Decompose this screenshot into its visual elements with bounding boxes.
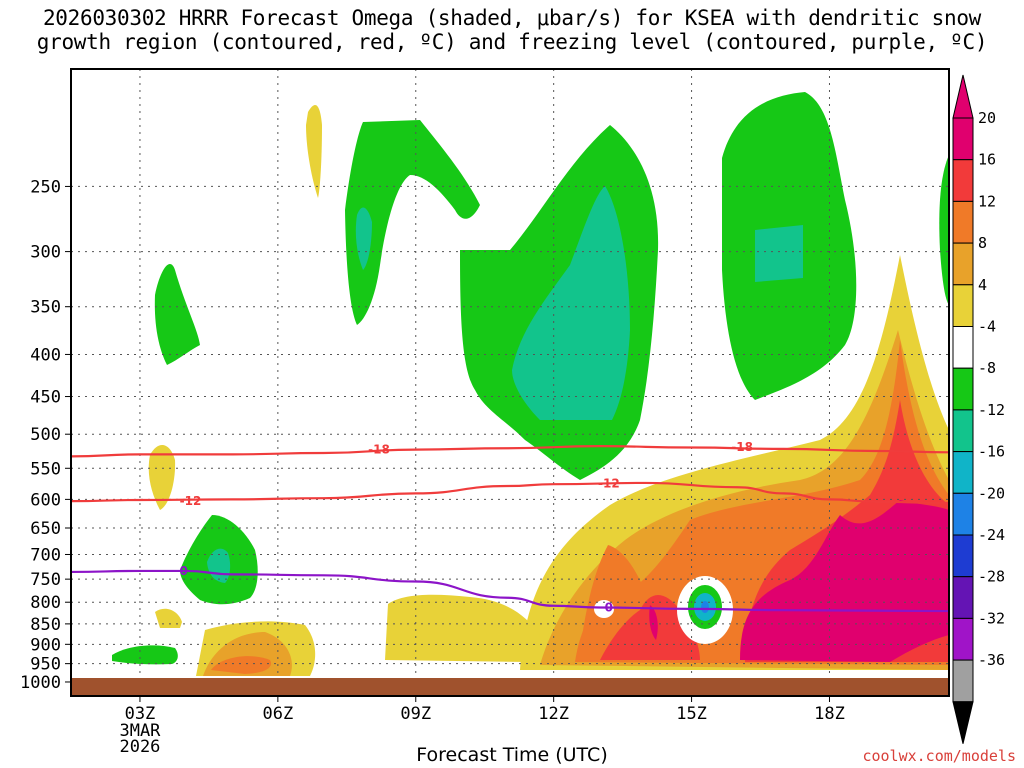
- y-tick-label-750: 750: [30, 570, 61, 590]
- colorbar: 20 16 12 8 4 -4 -8 -12 -16 -20 -24 -28 -32 -36: [952, 74, 1005, 744]
- ground-surface: [71, 678, 949, 696]
- colorbar-label-0: 20: [978, 109, 996, 127]
- descent-green-08z: [345, 120, 480, 325]
- x-tick-label-15Z: 15Z: [676, 704, 707, 724]
- colorbar-segment-11: [952, 576, 974, 619]
- colorbar-segment-1: [952, 159, 974, 202]
- colorbar-label-13: -36: [978, 651, 1005, 669]
- colorbar-label-11: -28: [978, 568, 1005, 586]
- colorbar-segment-7: [952, 409, 974, 453]
- y-tick-label-950: 950: [30, 655, 61, 675]
- y-tick-label-450: 450: [30, 388, 61, 408]
- colorbar-segment-0: [952, 117, 974, 161]
- colorbar-label-8: -16: [978, 443, 1005, 461]
- colorbar-segment-9: [952, 492, 974, 536]
- colorbar-label-12: -32: [978, 609, 1005, 627]
- y-axis: 2503003504004505005506006507007508008509…: [20, 177, 71, 693]
- colorbar-label-1: 16: [978, 151, 996, 169]
- descent-cyan-08z: [355, 207, 372, 270]
- temperature-contours: [71, 445, 949, 613]
- contour-dgz-minus18: [71, 445, 949, 458]
- colorbar-segment-3: [952, 242, 974, 286]
- y-tick-label-400: 400: [30, 345, 61, 365]
- contour-label-dgz-minus18-0: -18: [368, 443, 390, 457]
- descent-13z-white-spot: [594, 600, 614, 618]
- plot-frame: [70, 68, 950, 697]
- colorbar-label-5: -4: [978, 318, 996, 336]
- y-tick-label-650: 650: [30, 519, 61, 539]
- ascent-yellow-west-a: [385, 594, 540, 662]
- omega-shading: [112, 92, 949, 676]
- chart-title-line-2: growth region (contoured, red, ºC) and f…: [36, 30, 988, 54]
- y-tick-label-300: 300: [30, 243, 61, 263]
- colorbar-segment-12: [952, 617, 974, 661]
- ascent-magenta-13z: [649, 605, 658, 640]
- colorbar-segment-2: [952, 200, 974, 244]
- y-tick-label-350: 350: [30, 298, 61, 318]
- colorbar-label-7: -12: [978, 401, 1005, 419]
- chart-title: 2026030302 HRRR Forecast Omega (shaded, …: [0, 6, 1024, 54]
- contour-label-dgz-minus18-1: -18: [731, 440, 753, 454]
- colorbar-label-6: -8: [978, 359, 996, 377]
- descent-15z-blue: [701, 601, 709, 613]
- y-tick-label-800: 800: [30, 593, 61, 613]
- y-tick-label-550: 550: [30, 459, 61, 479]
- y-tick-label-250: 250: [30, 177, 61, 197]
- contour-label-dgz-minus12-0: -12: [180, 494, 202, 508]
- credit-link[interactable]: coolwx.com/models: [862, 747, 1016, 765]
- colorbar-segment-5: [952, 326, 974, 369]
- colorbar-segment-8: [952, 451, 974, 494]
- ascent-orange-west: [211, 656, 271, 674]
- y-tick-label-1000: 1000: [20, 673, 61, 693]
- y-tick-label-500: 500: [30, 425, 61, 445]
- colorbar-segment-6: [952, 367, 974, 411]
- contour-freezing-level: [71, 569, 949, 613]
- colorbar-segment-13: [952, 659, 974, 703]
- colorbar-bottom-arrow: [952, 701, 974, 744]
- colorbar-label-3: 8: [978, 234, 987, 252]
- contour-label-freezing-level-0: 0: [179, 564, 187, 578]
- ascent-red-main: [600, 595, 700, 660]
- colorbar-segment-4: [952, 284, 974, 327]
- colorbar-label-9: -20: [978, 484, 1005, 502]
- ascent-yellow-small-04z: [155, 608, 182, 628]
- x-tick-label-06Z: 06Z: [262, 704, 293, 724]
- ascent-yellow-0400-blob: [148, 444, 176, 510]
- y-tick-label-600: 600: [30, 490, 61, 510]
- ascent-magenta-core: [740, 500, 949, 662]
- chart-title-line-1: 2026030302 HRRR Forecast Omega (shaded, …: [42, 6, 982, 30]
- contour-labels: -18 -18 -12 -12 0 0: [179, 440, 753, 615]
- y-tick-label-850: 850: [30, 615, 61, 635]
- y-tick-label-900: 900: [30, 635, 61, 655]
- colorbar-label-10: -24: [978, 526, 1005, 544]
- ascent-yellow-north-plume: [306, 105, 322, 198]
- x-tick-label-12Z: 12Z: [538, 704, 569, 724]
- x-tick-sublabel-2026: 2026: [119, 737, 160, 757]
- descent-cyan-12z: [512, 186, 630, 420]
- x-tick-sublabel-3MAR: 3MAR: [119, 721, 161, 741]
- descent-green-0330-low: [112, 645, 178, 665]
- x-tick-label-03Z: 03Z: [125, 704, 156, 724]
- x-axis-title: Forecast Time (UTC): [416, 744, 608, 766]
- colorbar-segment-10: [952, 534, 974, 578]
- contour-label-dgz-minus12-1: -12: [598, 477, 620, 491]
- y-tick-label-700: 700: [30, 545, 61, 565]
- colorbar-label-4: 4: [978, 276, 987, 294]
- descent-green-20z-edge: [939, 155, 949, 305]
- contour-label-freezing-level-1: 0: [605, 601, 613, 615]
- x-tick-label-18Z: 18Z: [814, 704, 845, 724]
- descent-green-0330: [154, 264, 200, 365]
- colorbar-label-2: 12: [978, 192, 996, 210]
- x-tick-label-09Z: 09Z: [400, 704, 431, 724]
- contour-dgz-minus12: [71, 481, 949, 505]
- colorbar-top-arrow: [952, 74, 974, 119]
- descent-cyan-17z: [755, 225, 803, 282]
